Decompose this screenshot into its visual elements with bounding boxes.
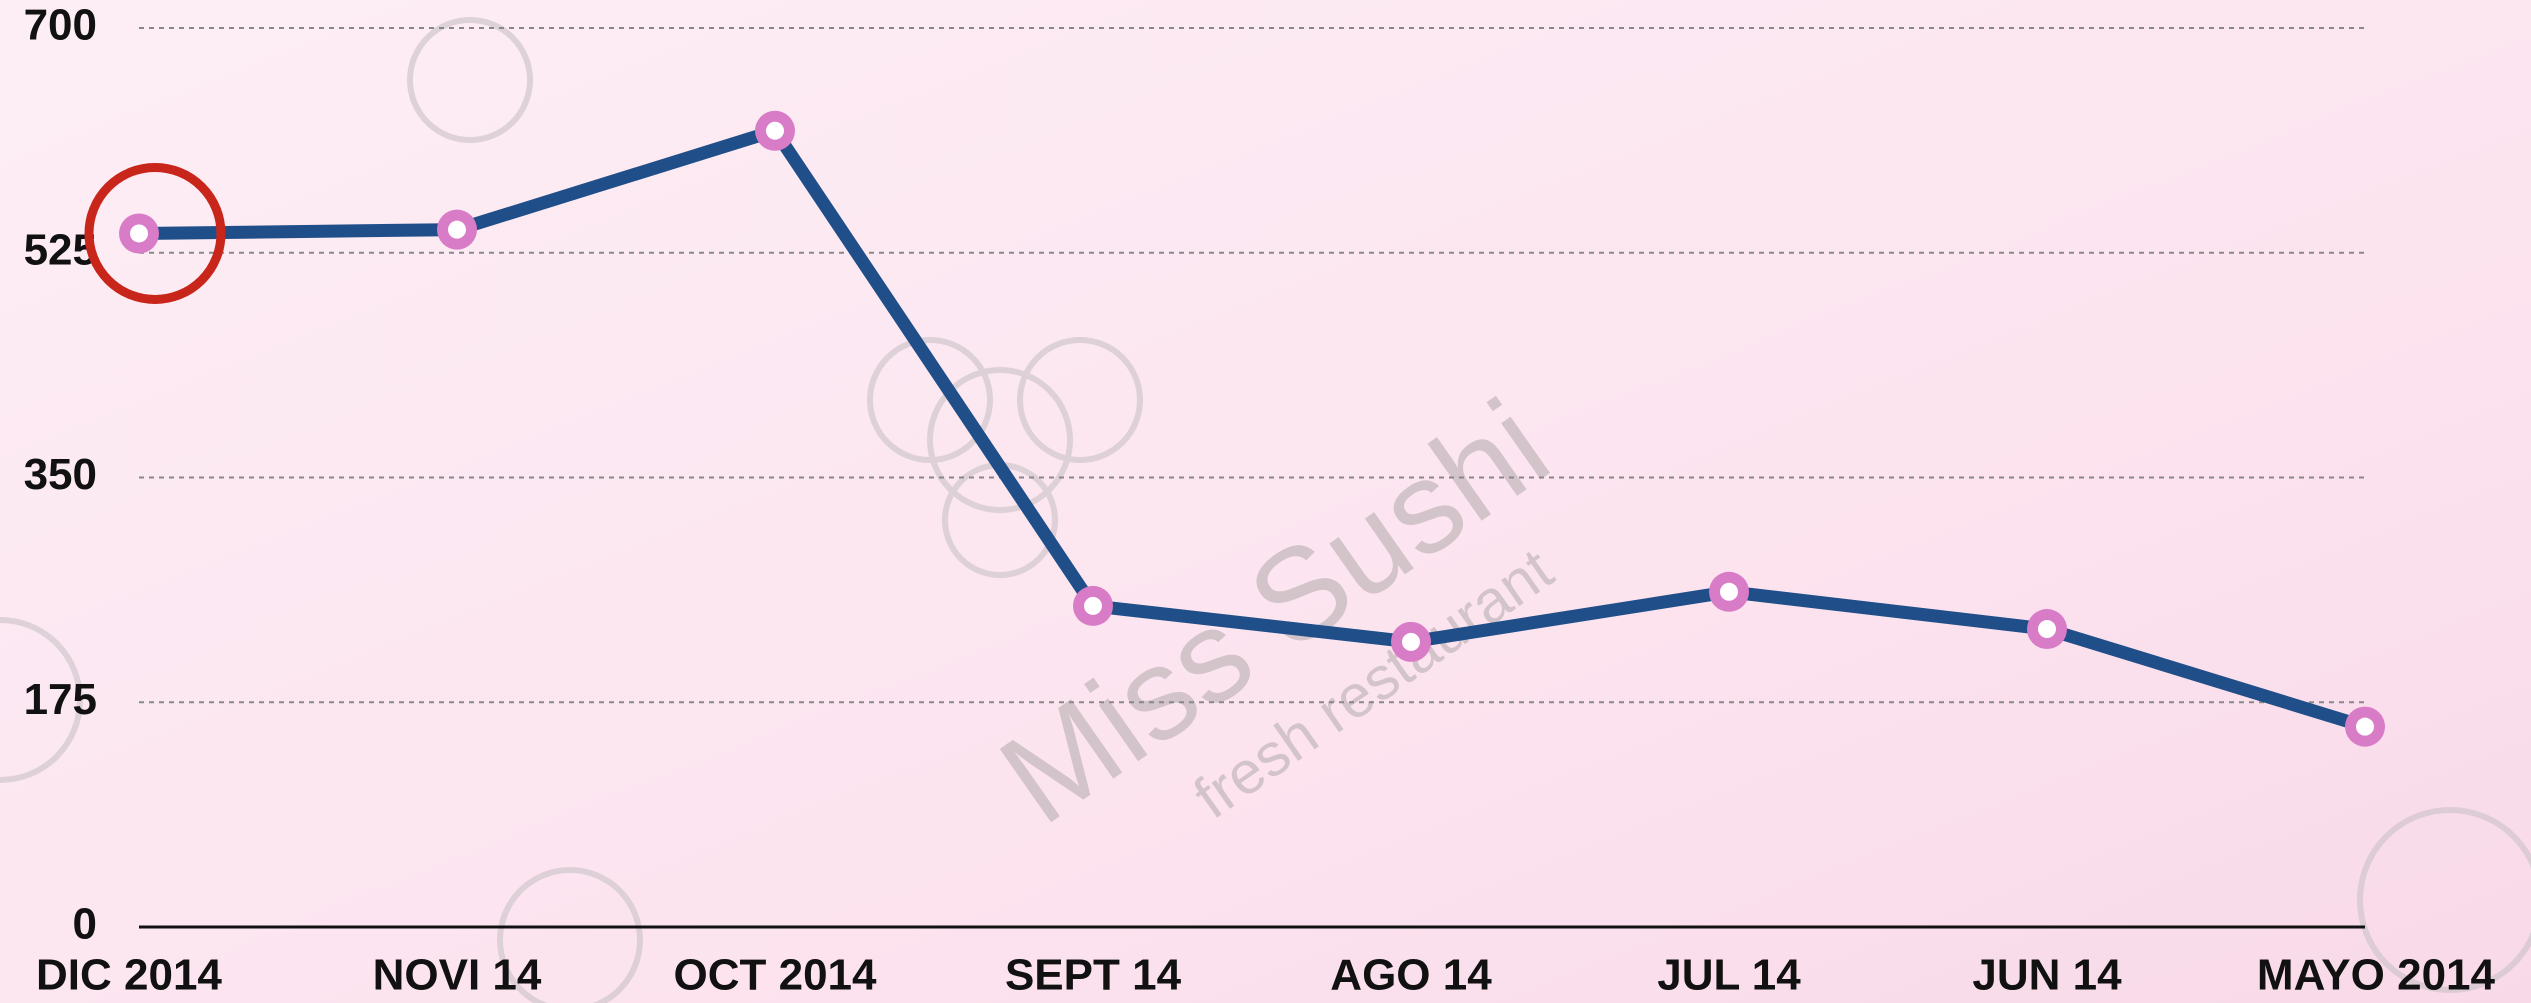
x-tick-label: SEPT 14 [1005,951,1182,1000]
background [0,0,2531,1003]
x-tick-label: NOVI 14 [373,951,542,1000]
y-tick-label: 350 [24,450,97,499]
point [2345,707,2385,747]
point [1709,572,1749,612]
y-tick-label: 0 [73,900,97,949]
chart: Miss Sushi fresh restaurant 017535052570… [0,0,2531,1003]
y-tick-label: 700 [24,1,97,50]
point-center [448,221,466,239]
point-center [2038,620,2056,638]
point-center [1084,597,1102,615]
point-center [1402,633,1420,651]
point [1073,586,1113,626]
point [1391,622,1431,662]
point-center [1720,583,1738,601]
x-tick-label: DIC 2014 [36,951,222,1000]
point [2027,609,2067,649]
point-center [2356,718,2374,736]
x-tick-label: JUN 14 [1972,951,2122,1000]
point [437,210,477,250]
x-tick-label: OCT 2014 [674,951,878,1000]
x-tick-label: JUL 14 [1657,951,1801,1000]
x-tick-label: MAYO 2014 [2257,951,2496,1000]
point [119,213,159,253]
page: {"chart_data": {"type": "line", "categor… [0,0,2531,1003]
x-tick-label: AGO 14 [1330,951,1492,1000]
point-center [766,122,784,140]
point-center [130,224,148,242]
point [755,111,795,151]
y-tick-label: 175 [24,675,97,724]
